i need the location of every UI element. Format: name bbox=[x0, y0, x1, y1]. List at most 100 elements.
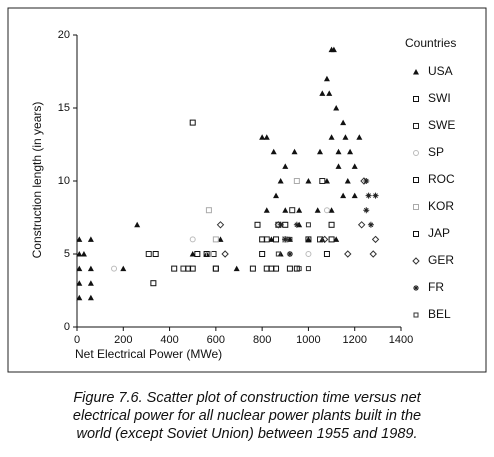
point bbox=[342, 134, 349, 140]
point bbox=[319, 178, 326, 184]
point bbox=[351, 192, 358, 199]
point bbox=[80, 251, 87, 257]
point bbox=[328, 221, 335, 228]
point bbox=[282, 236, 289, 243]
point bbox=[372, 192, 379, 199]
y-tick-label: 5 bbox=[64, 248, 70, 260]
point bbox=[326, 90, 333, 96]
point bbox=[120, 265, 127, 272]
point bbox=[335, 163, 342, 169]
y-tick-label: 20 bbox=[58, 29, 70, 41]
point bbox=[205, 207, 212, 214]
point bbox=[282, 207, 289, 213]
legend-marker bbox=[413, 150, 419, 156]
point bbox=[273, 192, 280, 199]
legend-label: KOR bbox=[428, 199, 454, 213]
point bbox=[189, 265, 196, 272]
caption: electrical power for all nuclear power p… bbox=[73, 408, 421, 424]
x-tick-label: 1000 bbox=[296, 334, 320, 346]
legend-marker bbox=[413, 285, 419, 291]
point bbox=[87, 294, 94, 301]
point bbox=[277, 221, 284, 228]
point bbox=[314, 207, 321, 213]
legend-marker bbox=[413, 312, 419, 318]
point bbox=[357, 221, 366, 229]
point bbox=[76, 294, 83, 301]
y-tick-label: 15 bbox=[58, 102, 70, 114]
legend-label: ROC bbox=[428, 172, 455, 186]
x-tick-label: 800 bbox=[253, 334, 271, 346]
point bbox=[319, 90, 326, 96]
point bbox=[189, 236, 196, 243]
x-tick-label: 1400 bbox=[389, 334, 413, 346]
point bbox=[344, 250, 352, 258]
point bbox=[263, 134, 270, 140]
legend-marker bbox=[413, 123, 419, 129]
point bbox=[87, 236, 94, 242]
point bbox=[340, 119, 347, 126]
y-tick-label: 10 bbox=[58, 175, 70, 187]
point bbox=[212, 265, 219, 272]
legend-label: GER bbox=[428, 253, 454, 267]
legend-marker bbox=[413, 231, 419, 237]
point bbox=[351, 163, 358, 169]
point bbox=[254, 221, 261, 228]
legend-marker bbox=[413, 177, 419, 183]
point bbox=[217, 236, 224, 242]
point bbox=[328, 236, 335, 243]
point bbox=[296, 266, 302, 272]
point bbox=[305, 236, 312, 242]
frame bbox=[7, 7, 487, 373]
point bbox=[328, 134, 335, 140]
point bbox=[305, 236, 312, 243]
point bbox=[263, 207, 270, 213]
point bbox=[87, 280, 94, 286]
legend-label: USA bbox=[428, 64, 453, 78]
legend-marker bbox=[413, 69, 419, 75]
point bbox=[333, 236, 340, 242]
point bbox=[365, 192, 372, 199]
point bbox=[356, 134, 363, 140]
point bbox=[203, 251, 210, 257]
point bbox=[212, 236, 219, 243]
point bbox=[180, 265, 187, 272]
point bbox=[152, 251, 159, 257]
point bbox=[371, 235, 380, 244]
point bbox=[76, 251, 83, 257]
legend-marker bbox=[413, 204, 419, 210]
point bbox=[270, 148, 277, 155]
point bbox=[259, 236, 266, 243]
point bbox=[293, 221, 300, 228]
point bbox=[273, 265, 280, 272]
point bbox=[363, 207, 370, 214]
point bbox=[287, 236, 293, 242]
x-tick-label: 600 bbox=[207, 334, 225, 346]
legend-label: SP bbox=[428, 145, 444, 159]
point bbox=[282, 163, 289, 169]
point bbox=[289, 207, 296, 214]
point bbox=[305, 266, 311, 272]
y-axis-label: Construction length (in years) bbox=[30, 102, 44, 259]
point bbox=[150, 280, 157, 287]
point bbox=[305, 222, 311, 228]
legend-label: FR bbox=[428, 280, 444, 294]
legend-marker bbox=[413, 96, 419, 102]
point bbox=[330, 46, 337, 53]
point bbox=[249, 265, 256, 272]
caption: Figure 7.6. Scatter plot of construction… bbox=[73, 390, 421, 406]
y-tick-label: 0 bbox=[64, 321, 70, 333]
point bbox=[221, 250, 229, 258]
x-tick-label: 400 bbox=[160, 334, 178, 346]
x-tick-label: 200 bbox=[114, 334, 132, 346]
point bbox=[363, 178, 370, 184]
x-axis-label: Net Electrical Power (MWe) bbox=[75, 347, 222, 361]
point bbox=[189, 119, 196, 126]
point bbox=[216, 221, 225, 229]
point bbox=[76, 280, 83, 286]
point bbox=[317, 148, 323, 155]
point bbox=[259, 251, 266, 257]
x-tick-label: 0 bbox=[74, 334, 80, 346]
point bbox=[344, 178, 351, 184]
